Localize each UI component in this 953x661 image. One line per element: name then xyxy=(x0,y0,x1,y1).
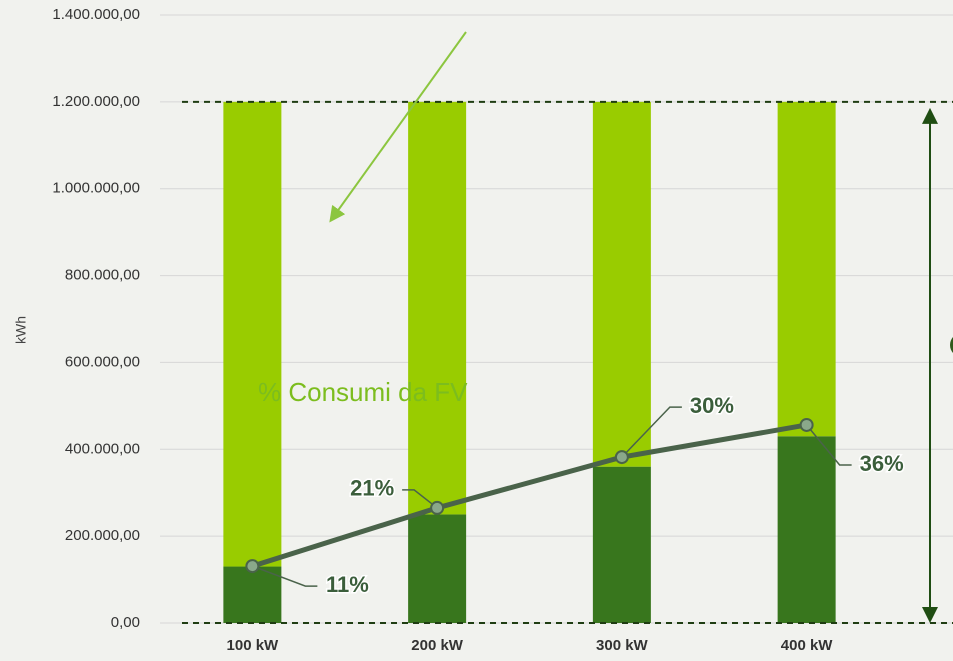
y-tick-label: 1.200.000,00 xyxy=(52,93,140,110)
y-tick-label: 600.000,00 xyxy=(65,353,140,370)
y-tick-label: 200.000,00 xyxy=(65,527,140,544)
point-label: 36% xyxy=(860,451,904,476)
y-tick-label: 0,00 xyxy=(111,614,140,631)
bar-segment xyxy=(223,566,282,623)
leader-line xyxy=(252,565,318,587)
line-point xyxy=(614,450,629,465)
arrow xyxy=(329,31,467,223)
y-tick-label: 400.000,00 xyxy=(65,440,140,457)
y-tick-label: 1.400.000,00 xyxy=(52,6,140,23)
x-tick-label: 400 kW xyxy=(781,637,834,654)
bars xyxy=(223,101,836,623)
y-tick-label: 1.000.000,00 xyxy=(52,180,140,197)
point-label: 30% xyxy=(690,393,734,418)
decoration xyxy=(950,337,953,353)
leader-line xyxy=(621,406,682,458)
line xyxy=(251,422,808,569)
point-label: 11% xyxy=(326,572,369,597)
y-tick-label: 800.000,00 xyxy=(65,267,140,284)
annotation: % Consumi da FV xyxy=(258,377,468,407)
x-tick-label: 300 kW xyxy=(596,637,649,654)
line-point xyxy=(799,417,814,432)
x-tick-label: 100 kW xyxy=(227,637,280,654)
x-tick-label: 200 kW xyxy=(411,637,464,654)
bar-segment xyxy=(592,101,651,467)
overlay: 11% 21% 30% 36% xyxy=(182,100,953,624)
line-point xyxy=(430,500,445,515)
line-point xyxy=(245,559,260,574)
bar-segment xyxy=(592,466,651,623)
point-label: 21% xyxy=(350,476,394,501)
bar-segment xyxy=(223,101,282,567)
y-axis-label: kWh xyxy=(13,316,29,344)
bar-segment xyxy=(408,514,467,623)
leader-line xyxy=(402,489,438,509)
leader-line xyxy=(806,424,852,466)
bar-segment xyxy=(408,101,467,515)
bar-segment xyxy=(777,436,836,623)
bar-segment xyxy=(777,101,836,437)
